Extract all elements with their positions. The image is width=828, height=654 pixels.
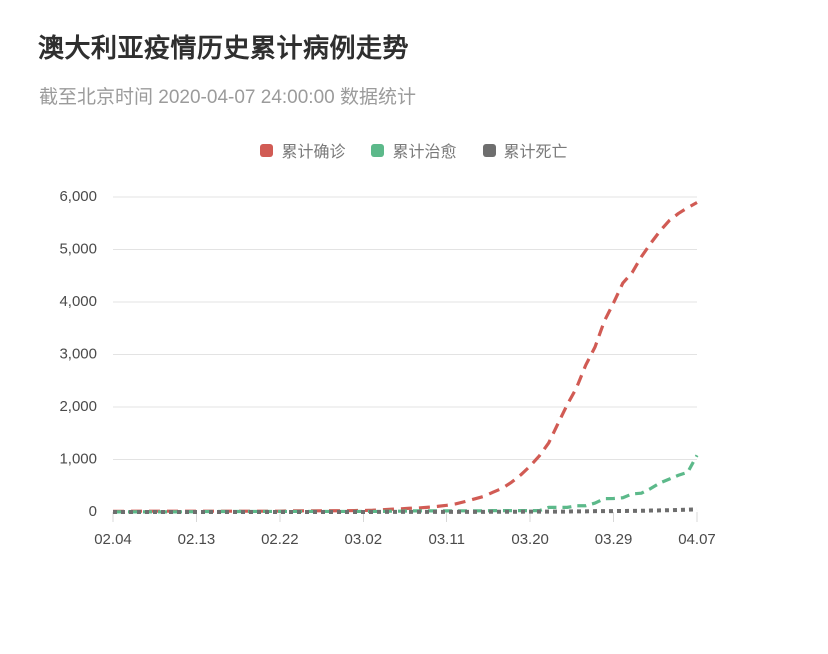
legend-item-confirmed[interactable]: 累计确诊 [260,138,345,162]
legend-label-recovered: 累计治愈 [392,144,457,161]
series-line-confirmed [112,201,698,513]
y-axis-tick-label: 4,000 [59,293,97,310]
y-axis-tick-label: 3,000 [59,345,97,362]
x-axis-tick-label: 03.20 [511,531,549,548]
legend-swatch-recovered-icon [371,143,385,157]
y-axis-tick-label: 2,000 [59,398,97,415]
y-axis-labels: 0 1,000 2,000 3,000 4,000 5,000 6,000 [59,188,97,520]
chart-legend: 累计确诊 累计治愈 累计死亡 [0,138,828,162]
x-axis-tick-label: 03.29 [595,531,633,548]
x-axis-tick-label: 04.07 [678,531,716,548]
series-line-recovered [113,454,699,514]
x-axis-tick-label: 02.13 [178,531,216,548]
x-axis-tick-label: 03.02 [345,531,383,548]
page-title: 澳大利亚疫情历史累计病例走势 [38,33,410,63]
x-axis-tick-label: 02.04 [94,531,132,548]
legend-item-deaths[interactable]: 累计死亡 [482,138,568,162]
series-line-deaths [113,507,698,514]
y-axis-tick-label: 5,000 [59,240,97,257]
gridlines [113,196,697,460]
x-axis-tick-label: 02.22 [261,531,299,548]
chart-subtitle: 截至北京时间 2020-04-07 24:00:00 数据统计 [39,87,416,108]
y-axis-tick-label: 1,000 [59,450,97,467]
series-lines [112,201,699,514]
y-axis-tick-label: 6,000 [59,188,97,205]
legend-swatch-deaths-icon [482,143,496,157]
legend-swatch-confirmed-icon [260,143,274,157]
x-axis-labels: 02.04 02.13 02.22 03.02 03.11 03.20 03.29 04.07 [94,531,716,548]
legend-label-deaths: 累计死亡 [503,144,568,161]
y-axis-tick-label: 0 [89,503,97,520]
x-axis-tick-label: 03.11 [428,531,464,548]
legend-label-confirmed: 累计确诊 [281,144,346,161]
legend-item-recovered[interactable]: 累计治愈 [371,138,457,162]
